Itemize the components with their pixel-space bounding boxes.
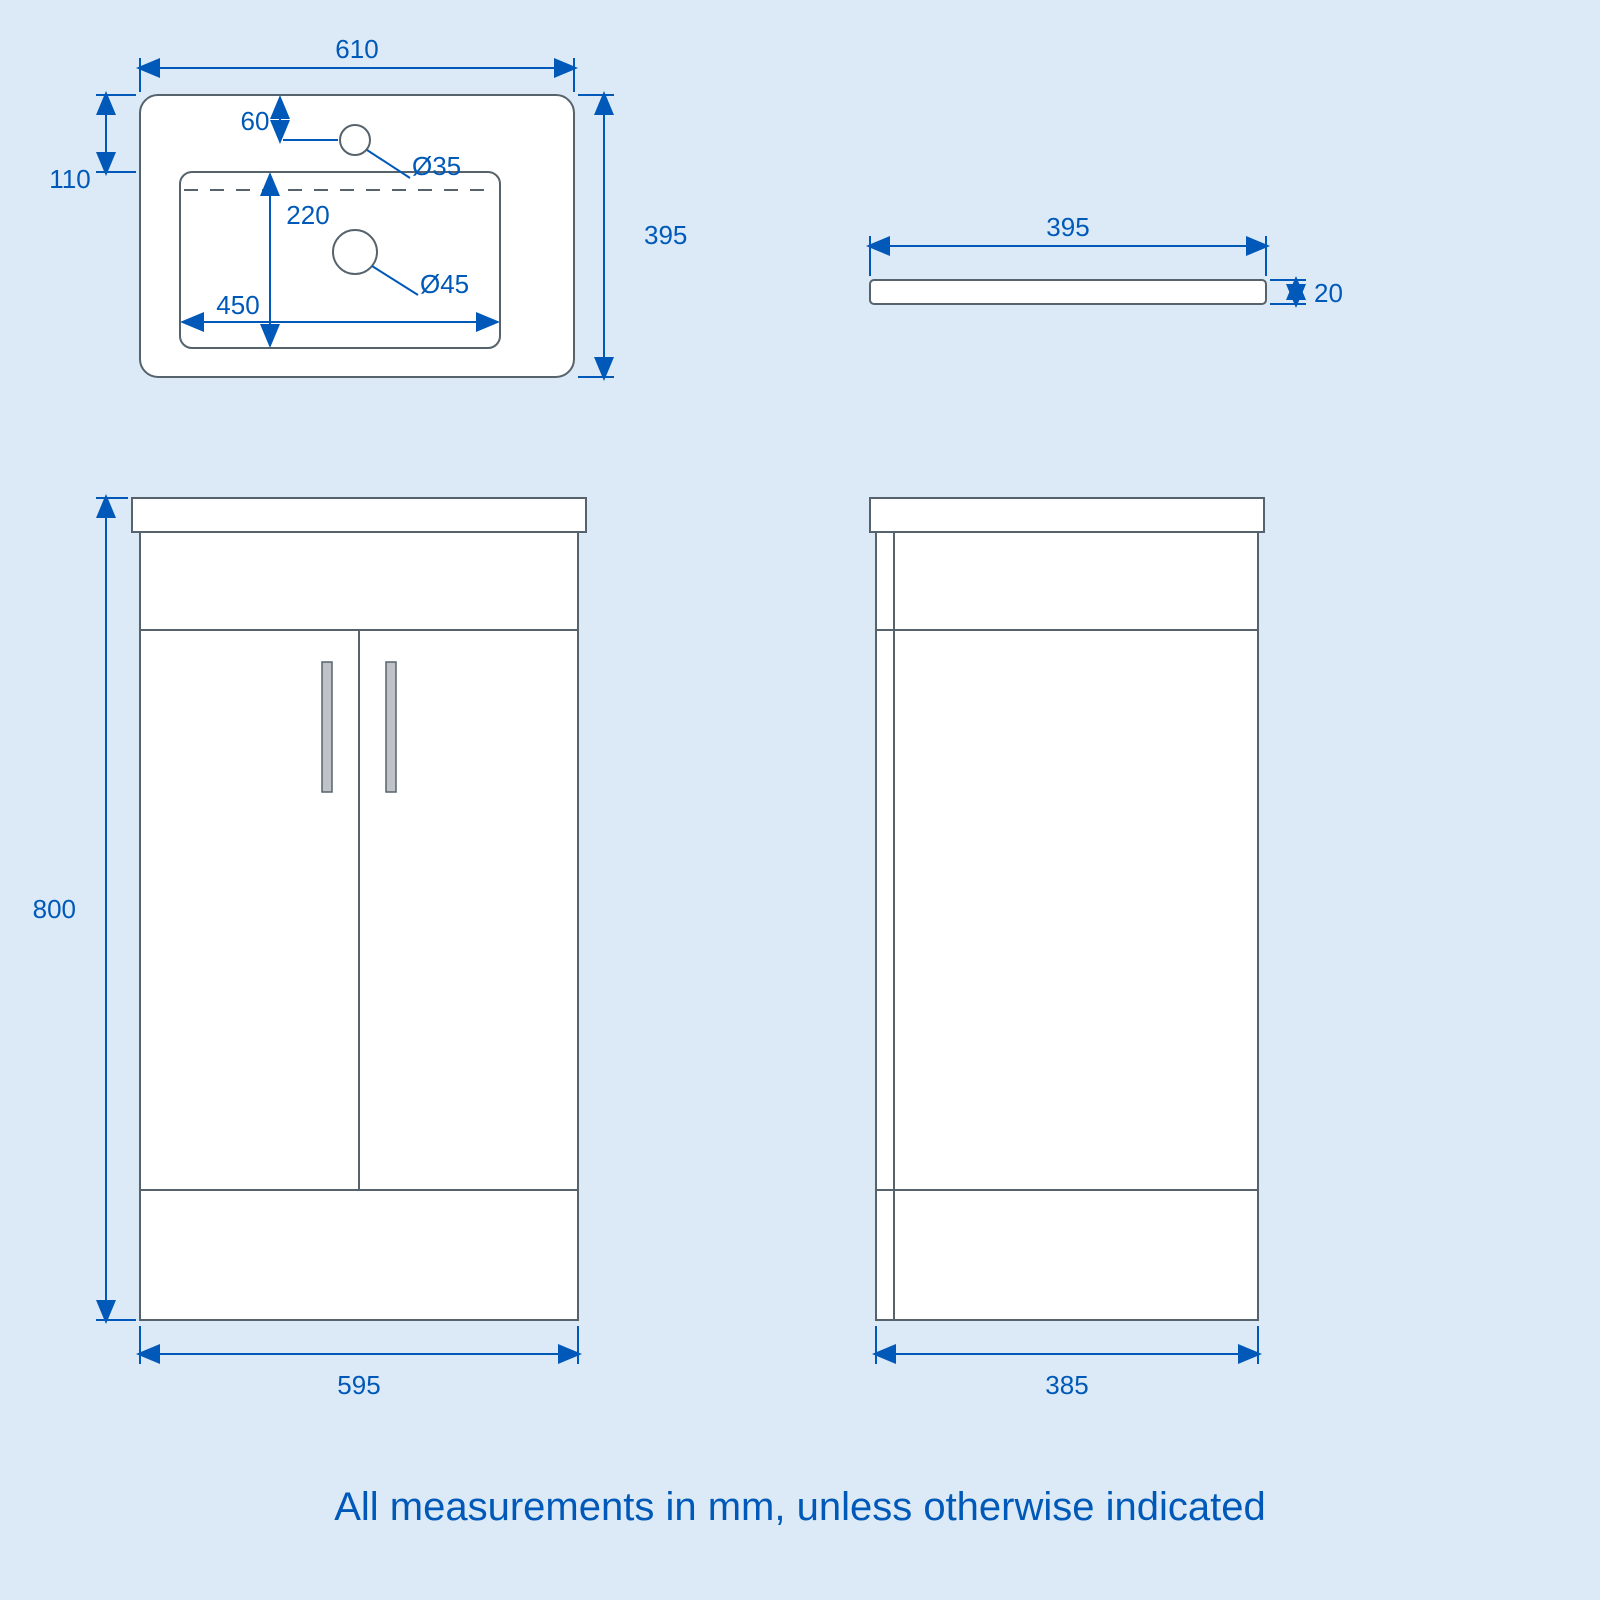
dim-tap-offset: 60: [241, 106, 270, 136]
dim-front-h: 800: [33, 894, 76, 924]
side-view: 385: [870, 498, 1264, 1400]
dim-profile-w: 395: [1046, 212, 1089, 242]
dim-profile-t: 20: [1314, 278, 1343, 308]
dim-basin-h: 220: [286, 200, 329, 230]
handle-left: [322, 662, 332, 792]
dim-basin-w: 450: [216, 290, 259, 320]
dim-top-offset-left: 110: [49, 164, 90, 194]
technical-drawing: 610 395 110 60 Ø35 Ø45 220 450 395 20: [0, 0, 1600, 1600]
dim-top-height: 395: [644, 220, 687, 250]
handle-right: [386, 662, 396, 792]
dim-side-w: 385: [1045, 1370, 1088, 1400]
dim-drain-dia: Ø45: [420, 269, 469, 299]
dim-front-w: 595: [337, 1370, 380, 1400]
dim-top-width: 610: [335, 34, 378, 64]
dim-tap-dia: Ø35: [412, 151, 461, 181]
footer-note: All measurements in mm, unless otherwise…: [334, 1485, 1266, 1529]
